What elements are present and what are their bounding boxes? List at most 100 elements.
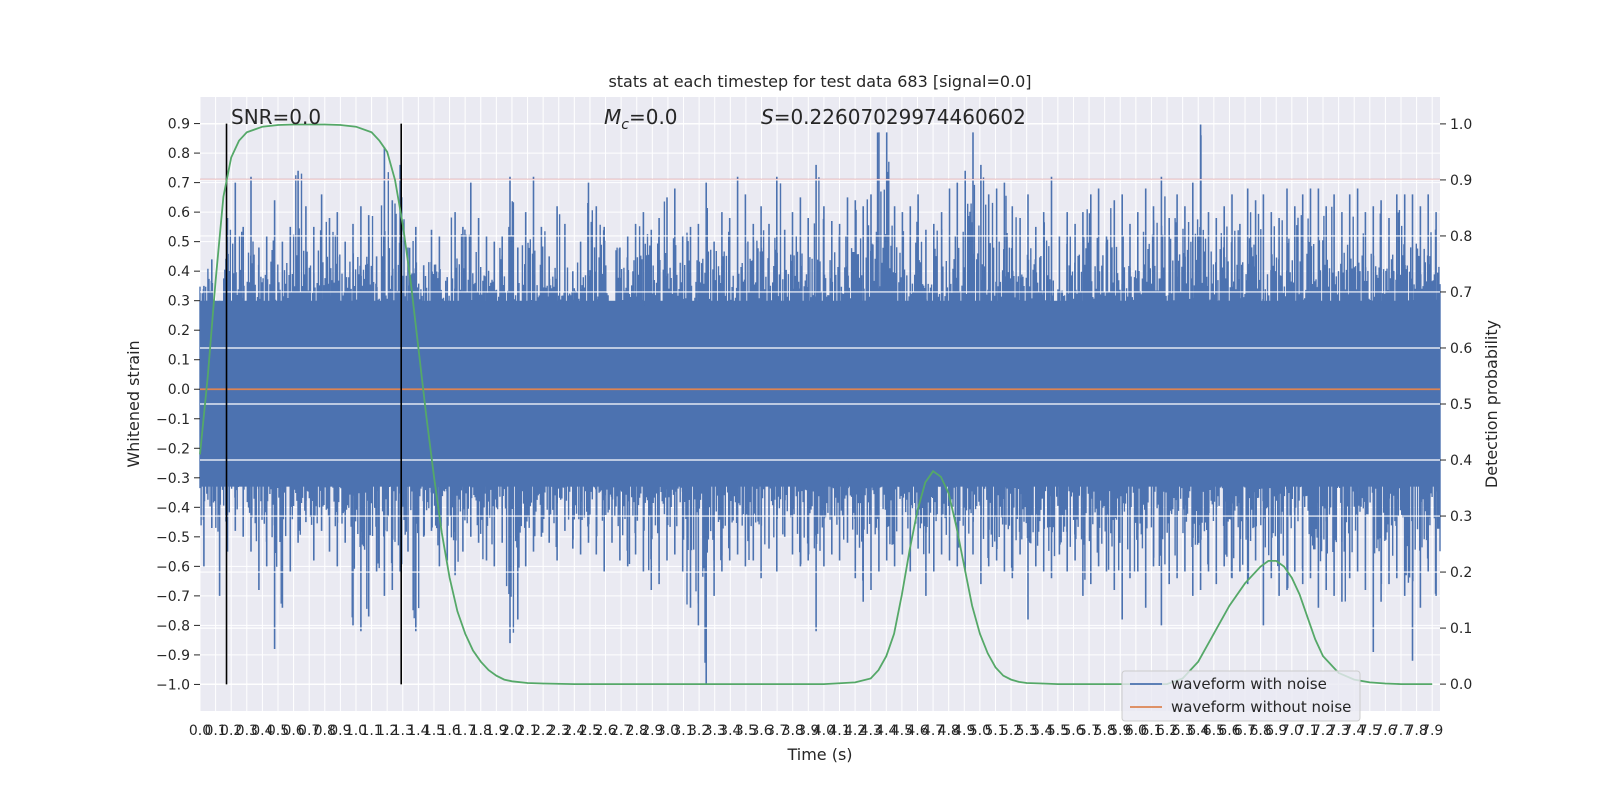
chart-title: stats at each timestep for test data 683… (608, 72, 1031, 91)
x-tick-label: 4.8 (938, 723, 960, 739)
y-tick-label: −1.0 (156, 677, 190, 693)
x-tick-label: 2.4 (563, 723, 585, 739)
x-tick-label: 1.0 (345, 723, 367, 739)
x-tick-label: 3.4 (719, 723, 741, 739)
x-tick-label: 7.1 (1296, 723, 1318, 739)
y2-tick-label: 0.8 (1450, 229, 1472, 245)
y-tick-label: −0.8 (156, 618, 190, 634)
x-tick-label: 3.0 (657, 723, 679, 739)
chirp-mass-value: =0.0 (629, 105, 678, 129)
x-tick-label: 0.7 (298, 723, 320, 739)
x-tick-label: 1.3 (392, 723, 414, 739)
y-tick-label: 0.2 (168, 323, 190, 339)
y-tick-label: 0.0 (168, 382, 190, 398)
x-tick-label: 0.1 (204, 723, 226, 739)
y2-tick-label: 0.9 (1450, 173, 1472, 189)
x-tick-label: 5.6 (1062, 723, 1084, 739)
x-tick-label: 4.5 (891, 723, 913, 739)
y-tick-label: 0.8 (168, 146, 190, 162)
y-tick-label: 0.4 (168, 264, 190, 280)
x-tick-label: 1.1 (360, 723, 382, 739)
x-tick-label: 4.7 (922, 723, 944, 739)
x-tick-label: 5.7 (1078, 723, 1100, 739)
x-tick-label: 4.6 (906, 723, 928, 739)
x-tick-label: 6.5 (1203, 723, 1225, 739)
score-annotation: S=0.22607029974460602 (761, 105, 1026, 129)
y2-tick-label: 0.2 (1450, 565, 1472, 581)
x-tick-label: 6.9 (1265, 723, 1287, 739)
y2-tick-label: 0.4 (1450, 453, 1472, 469)
y-tick-label: 0.1 (168, 353, 190, 369)
x-tick-label: 3.7 (766, 723, 788, 739)
probability-trace (199, 123, 1433, 685)
x-tick-label: 4.4 (875, 723, 897, 739)
x-axis-ticks: 0.00.10.20.30.40.50.60.70.80.91.01.11.21… (189, 723, 1443, 739)
x-tick-label: 5.9 (1109, 723, 1131, 739)
x-tick-label: 6.2 (1156, 723, 1178, 739)
y2-tick-label: 0.0 (1450, 677, 1472, 693)
x-tick-label: 5.1 (984, 723, 1006, 739)
x-tick-label: 5.3 (1016, 723, 1038, 739)
x-tick-label: 2.3 (548, 723, 570, 739)
x-tick-label: 2.2 (532, 723, 554, 739)
x-tick-label: 1.7 (454, 723, 476, 739)
y-tick-label: −0.6 (156, 559, 190, 575)
x-tick-label: 3.9 (797, 723, 819, 739)
chirp-mass-annotation: Mc=0.0 (604, 105, 678, 133)
score-value: =0.22607029974460602 (774, 105, 1026, 129)
x-tick-label: 0.3 (236, 723, 258, 739)
y-tick-label: 0.9 (168, 117, 190, 133)
x-tick-label: 2.6 (594, 723, 616, 739)
x-tick-label: 3.3 (704, 723, 726, 739)
y-tick-label: −0.1 (156, 412, 190, 428)
y-tick-label: 0.7 (168, 176, 190, 192)
x-tick-label: 6.3 (1172, 723, 1194, 739)
series-detection-probability (199, 123, 1433, 685)
x-tick-label: 2.5 (579, 723, 601, 739)
x-tick-label: 4.0 (813, 723, 835, 739)
x-tick-label: 7.8 (1405, 723, 1427, 739)
x-tick-label: 3.8 (782, 723, 804, 739)
y-axis-ticks: 0.9 0.8 0.7 0.6 0.5 0.4 0.3 0.2 0.1 0.0 −0.1 −0.2 −0… (156, 117, 200, 693)
chirp-mass-subscript: c (621, 117, 629, 133)
annotations: SNR=0.0 Mc=0.0 S=0.22607029974460602 (231, 105, 1026, 133)
x-tick-label: 3.6 (750, 723, 772, 739)
y2-tick-label: 0.1 (1450, 621, 1472, 637)
x-tick-label: 6.8 (1249, 723, 1271, 739)
y-tick-label: 0.6 (168, 205, 190, 221)
x-tick-label: 6.0 (1125, 723, 1147, 739)
y-tick-label: −0.9 (156, 648, 190, 664)
x-axis-label: Time (s) (786, 745, 852, 764)
x-tick-label: 5.5 (1047, 723, 1069, 739)
x-tick-label: 1.8 (470, 723, 492, 739)
y2-tick-label: 0.6 (1450, 341, 1472, 357)
x-tick-label: 1.9 (485, 723, 507, 739)
y-tick-label: 0.3 (168, 294, 190, 310)
x-tick-label: 2.1 (516, 723, 538, 739)
y-tick-label: −0.4 (156, 500, 190, 516)
legend-box (1121, 670, 1361, 722)
y-tick-label: −0.3 (156, 471, 190, 487)
y-tick-label: −0.7 (156, 589, 190, 605)
x-tick-label: 2.7 (610, 723, 632, 739)
x-tick-label: 5.2 (1000, 723, 1022, 739)
x-tick-label: 1.5 (423, 723, 445, 739)
y2-tick-label: 0.3 (1450, 509, 1472, 525)
x-tick-label: 4.9 (953, 723, 975, 739)
x-tick-label: 0.4 (251, 723, 273, 739)
y-tick-label: −0.2 (156, 441, 190, 457)
x-tick-label: 0.8 (314, 723, 336, 739)
x-tick-label: 1.2 (376, 723, 398, 739)
series-waveform-with-noise (199, 123, 1441, 685)
x-tick-label: 4.3 (860, 723, 882, 739)
y-tick-label: −0.5 (156, 530, 190, 546)
legend: waveform with noise waveform without noi… (1121, 670, 1361, 722)
x-tick-label: 3.5 (735, 723, 757, 739)
y-axis-label: Whitened strain (124, 340, 143, 467)
x-tick-label: 3.1 (672, 723, 694, 739)
x-tick-label: 1.6 (438, 723, 460, 739)
x-tick-label: 0.6 (282, 723, 304, 739)
legend-label-noise: waveform with noise (1171, 675, 1327, 693)
y2-tick-label: 0.7 (1450, 285, 1472, 301)
